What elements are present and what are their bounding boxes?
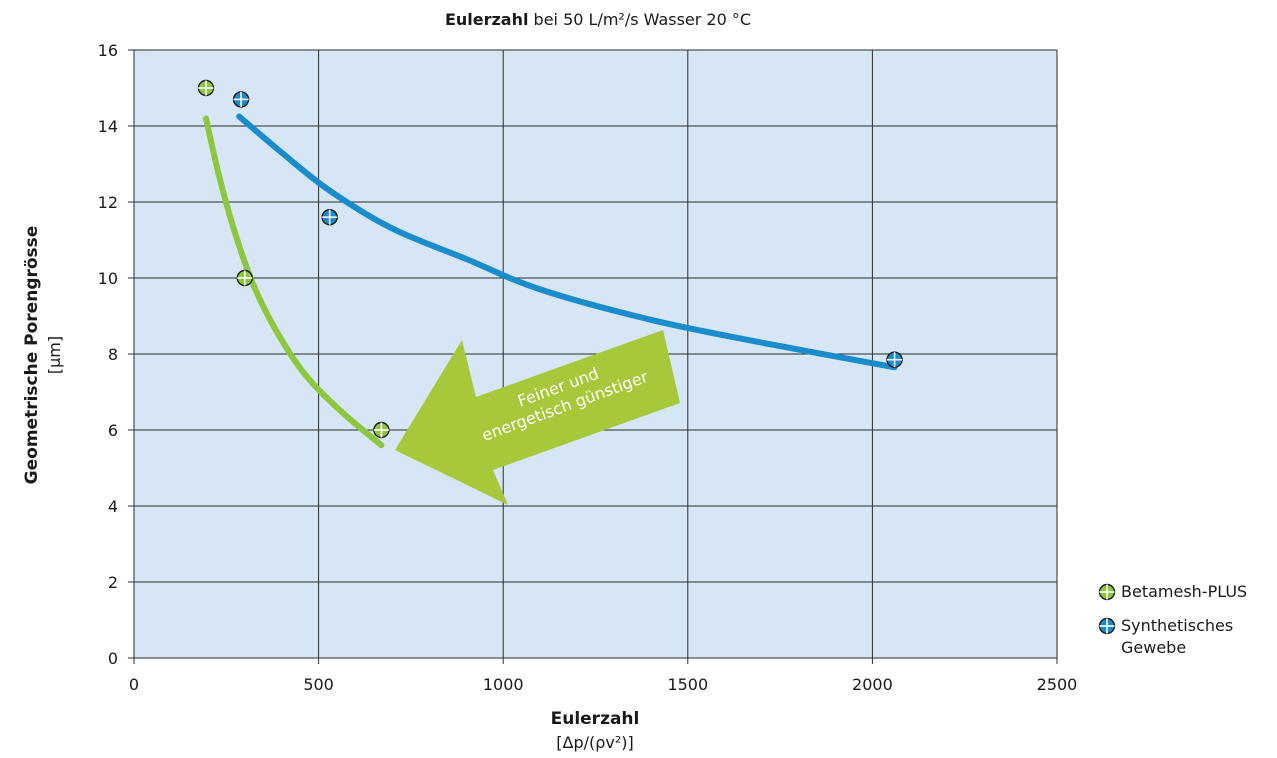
x-axis-unit: [Δp/(ρv²)] [556,733,634,752]
chart-title-rest: bei 50 L/m²/s Wasser 20 °C [528,10,751,29]
fit-curve-0 [202,115,385,449]
y-tick-label: 4 [108,497,118,516]
legend-item-synthetisch: Synthetisches Gewebe [1098,616,1233,657]
legend-marker-betamesh [1098,583,1116,601]
axes: 0 500 1000 1500 2000 2500 0 2 4 6 8 10 12 14 16 [98,41,1078,694]
x-tick-label: 1000 [483,675,524,694]
y-axis-unit: [µm] [45,336,64,374]
x-tick-label: 2500 [1037,675,1078,694]
x-tick-label: 0 [129,675,139,694]
y-tick-label: 8 [108,345,118,364]
y-tick-label: 14 [98,117,118,136]
x-tick-label: 1500 [667,675,708,694]
y-tick-label: 2 [108,573,118,592]
x-tick-label: 2000 [852,675,893,694]
data-point-series-0 [197,79,215,97]
legend-label-synthetisch-line2: Gewebe [1121,638,1186,657]
fit-curves [202,113,898,449]
legend-marker-synthetisch [1098,617,1116,635]
data-points [197,79,903,439]
data-point-series-1 [321,208,338,226]
annotation-arrow-shape [395,330,680,505]
y-axis-title: Geometrische Porengrösse [22,226,42,485]
chart-title-bold: Eulerzahl [445,10,529,29]
legend-label-betamesh: Betamesh-PLUS [1121,582,1247,601]
y-tick-label: 12 [98,193,118,212]
data-point-series-1 [886,351,903,368]
y-tick-label: 10 [98,269,118,288]
fit-curve-1 [236,113,898,371]
x-axis-title: Eulerzahl [551,709,640,729]
y-tick-label: 16 [98,41,118,60]
legend-marker-synthetisch-symbol [1098,617,1116,635]
chart-title: Eulerzahl bei 50 L/m²/s Wasser 20 °C [445,10,751,29]
y-tick-label: 0 [108,649,118,668]
data-point-series-1 [232,91,250,108]
legend: Betamesh-PLUS Synthetisches Gewebe [1098,582,1247,657]
data-point-series-0 [236,269,253,287]
legend-item-betamesh: Betamesh-PLUS [1098,582,1247,601]
legend-label-synthetisch-line1: Synthetisches [1121,616,1233,635]
x-tick-label: 500 [303,675,334,694]
y-tick-label: 6 [108,421,118,440]
legend-marker-betamesh-symbol [1098,583,1116,601]
data-point-series-0 [373,421,390,439]
